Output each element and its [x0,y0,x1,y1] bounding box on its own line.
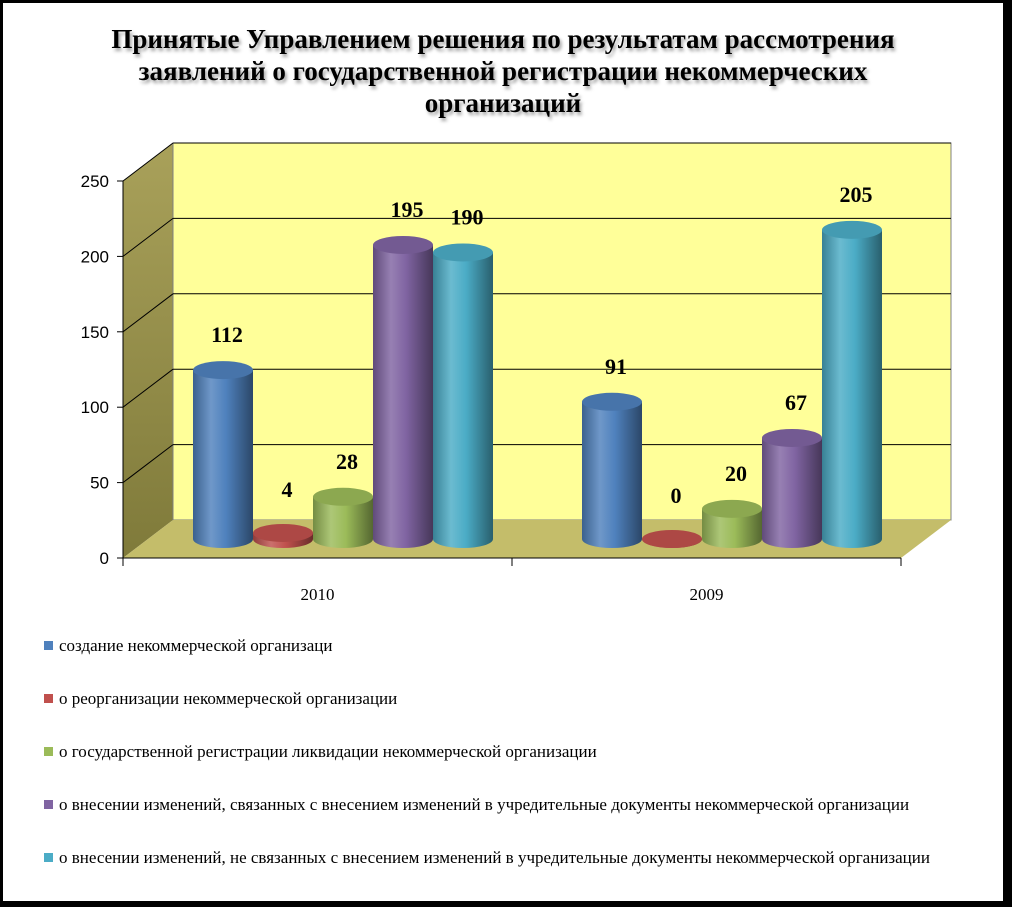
legend-item-4: о внесении изменений, не связанных с вне… [44,847,994,869]
y-tick-label: 200 [81,247,109,266]
chart-panel: Принятые Управлением решения по результа… [3,3,1003,901]
bar-top-0-0 [193,361,253,380]
data-label-1-0: 4 [282,477,293,502]
legend-swatch-2 [44,747,53,756]
gridline-side [122,218,174,257]
gridline-side [122,142,174,182]
data-label-1-1: 0 [671,483,682,508]
legend-item-1: о реорганизации некоммерческой организац… [44,688,994,710]
y-tick-label: 250 [81,172,109,191]
bar-3-1 [762,437,822,548]
data-label-2-1: 20 [725,461,747,486]
bar-top-0-1 [582,392,642,411]
bar-top-2-0 [313,487,373,506]
bar-top-1-1 [642,530,702,548]
gridline-side [122,444,174,483]
legend-label-3: о внесении изменений, связанных с внесен… [59,795,910,814]
legend-swatch-3 [44,800,53,809]
bar-top-1-0 [253,523,313,542]
data-label-0-1: 91 [605,354,627,379]
y-tick-label: 150 [81,323,109,342]
gridline-side [122,293,174,333]
bar-top-3-1 [762,428,822,447]
legend-label-2: о государственной регистрации ликвидации… [59,742,597,761]
bar-2-0 [313,496,373,548]
bar-0-1 [582,401,642,548]
bar-top-4-1 [822,220,882,239]
chart-title: Принятые Управлением решения по результа… [111,24,895,118]
side-wall [123,143,173,558]
data-label-4-1: 205 [840,182,873,207]
legend-item-2: о государственной регистрации ликвидации… [44,741,994,763]
data-label-0-0: 112 [211,322,243,347]
gridline-side [122,368,174,408]
y-tick-label: 50 [90,474,109,493]
bar-top-4-0 [433,243,493,262]
legend-swatch-1 [44,694,53,703]
bar-top-3-0 [373,235,433,254]
data-label-3-1: 67 [785,390,807,415]
bar-4-0 [433,252,493,549]
bar-0-0 [193,370,253,548]
bar-top-2-1 [702,499,762,518]
data-label-2-0: 28 [336,449,358,474]
bar-3-0 [373,244,433,548]
data-label-3-0: 195 [391,197,424,222]
y-tick-label: 100 [81,398,109,417]
data-label-4-0: 190 [451,204,484,229]
legend-item-3: о внесении изменений, связанных с внесен… [44,794,994,816]
legend-swatch-0 [44,641,53,650]
legend-label-0: создание некоммерческой организаци [59,636,333,655]
legend-label-4: о внесении изменений, не связанных с вне… [59,848,930,867]
y-tick-label: 0 [100,549,109,568]
chart-plot: 0 50 100 150 200 250 2010 2009 112 4 28 195 190 91 0 20… [81,142,952,604]
legend-label-1: о реорганизации некоммерческой организац… [59,689,398,708]
x-tick-label: 2010 [301,585,335,604]
legend-swatch-4 [44,853,53,862]
x-tick-label: 2009 [690,585,724,604]
bar-4-1 [822,229,882,549]
legend-item-0: создание некоммерческой организаци [44,635,994,657]
bar-2-1 [702,508,762,548]
